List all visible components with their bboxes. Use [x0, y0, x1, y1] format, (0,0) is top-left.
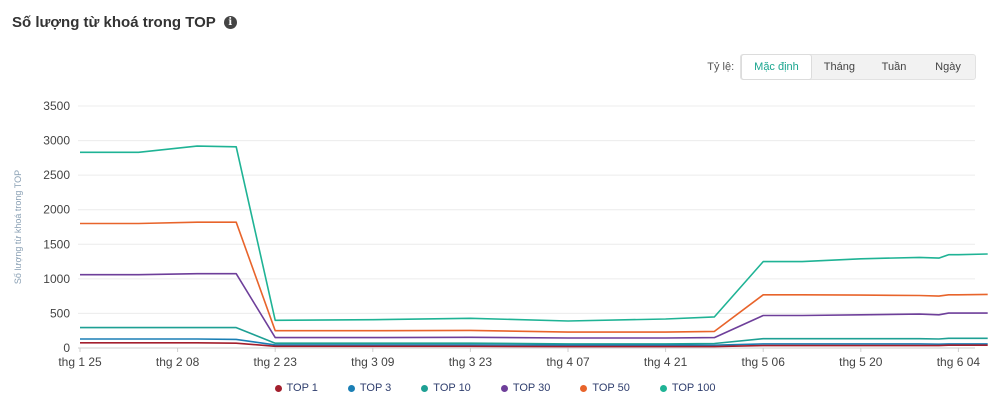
- y-tick-label: 1500: [43, 237, 70, 251]
- scale-option-day[interactable]: Ngày: [935, 61, 961, 73]
- legend-label: TOP 1: [286, 382, 318, 394]
- legend-label: TOP 50: [592, 382, 630, 394]
- legend-dot: [347, 384, 355, 392]
- legend-item-top-30[interactable]: TOP 30: [500, 382, 551, 394]
- legend-dot: [580, 384, 588, 392]
- legend-item-top-10[interactable]: TOP 10: [421, 382, 471, 394]
- y-tick-label: 2500: [43, 168, 70, 182]
- x-tick-label: thg 5 20: [839, 355, 883, 369]
- legend-item-top-3[interactable]: TOP 3: [347, 382, 392, 394]
- y-tick-label: 3500: [43, 99, 70, 113]
- y-axis-title: Số lượng từ khoá trong TOP: [13, 170, 23, 284]
- x-tick-label: thg 3 23: [449, 355, 493, 369]
- scale-options: Mặc định Tháng Tuần Ngày: [740, 54, 976, 80]
- chart-legend: TOP 1 TOP 3 TOP 10 TOP 30 TOP 50 TOP 100: [0, 382, 990, 394]
- series-line-top-1: [80, 342, 988, 348]
- legend-item-top-100[interactable]: TOP 100: [659, 382, 716, 394]
- page-title: Số lượng từ khoá trong TOP: [12, 14, 216, 31]
- x-tick-label: thg 4 21: [644, 355, 688, 369]
- x-tick-label: thg 4 07: [546, 355, 590, 369]
- x-tick-label: thg 2 08: [156, 355, 200, 369]
- legend-dot: [500, 384, 508, 392]
- scale-option-week[interactable]: Tuần: [881, 61, 907, 73]
- series-line-top-30: [80, 272, 988, 339]
- scale-label: Tỷ lệ:: [707, 61, 735, 73]
- chart-header: Số lượng từ khoá trong TOP i: [12, 14, 237, 31]
- y-tick-label: 500: [50, 306, 70, 320]
- line-chart: 0 500 1000 1500 2000 2500 3000 3500 Số lượng từ …: [13, 99, 988, 369]
- y-tick-label: 2000: [43, 203, 70, 217]
- scale-option-month[interactable]: Tháng: [823, 61, 855, 73]
- x-tick-label: thg 1 25: [58, 355, 102, 369]
- legend-label: TOP 10: [433, 382, 471, 394]
- series-line-top-10: [80, 326, 988, 345]
- series-line-top-50: [80, 221, 988, 333]
- x-tick-label: thg 6 04: [937, 355, 981, 369]
- y-tick-label: 3000: [43, 134, 70, 148]
- series-line-top-100: [80, 145, 988, 322]
- scale-selector: Tỷ lệ: Mặc định Tháng Tuần Ngày: [707, 54, 976, 80]
- series-line-top-3: [80, 338, 988, 346]
- x-tick-label: thg 2 23: [254, 355, 298, 369]
- x-tick-label: thg 3 09: [351, 355, 395, 369]
- x-tick-label: thg 5 06: [742, 355, 786, 369]
- legend-dot: [274, 384, 282, 392]
- legend-item-top-1[interactable]: TOP 1: [274, 382, 318, 394]
- legend-item-top-50[interactable]: TOP 50: [580, 382, 630, 394]
- legend-label: TOP 30: [512, 382, 551, 394]
- legend-label: TOP 3: [359, 382, 392, 394]
- scale-option-default[interactable]: Mặc định: [741, 54, 812, 80]
- legend-dot: [421, 384, 429, 392]
- legend-dot: [659, 384, 667, 392]
- y-tick-label: 0: [63, 341, 70, 355]
- legend-label: TOP 100: [671, 382, 716, 394]
- info-icon[interactable]: i: [223, 16, 237, 29]
- y-tick-label: 1000: [43, 272, 70, 286]
